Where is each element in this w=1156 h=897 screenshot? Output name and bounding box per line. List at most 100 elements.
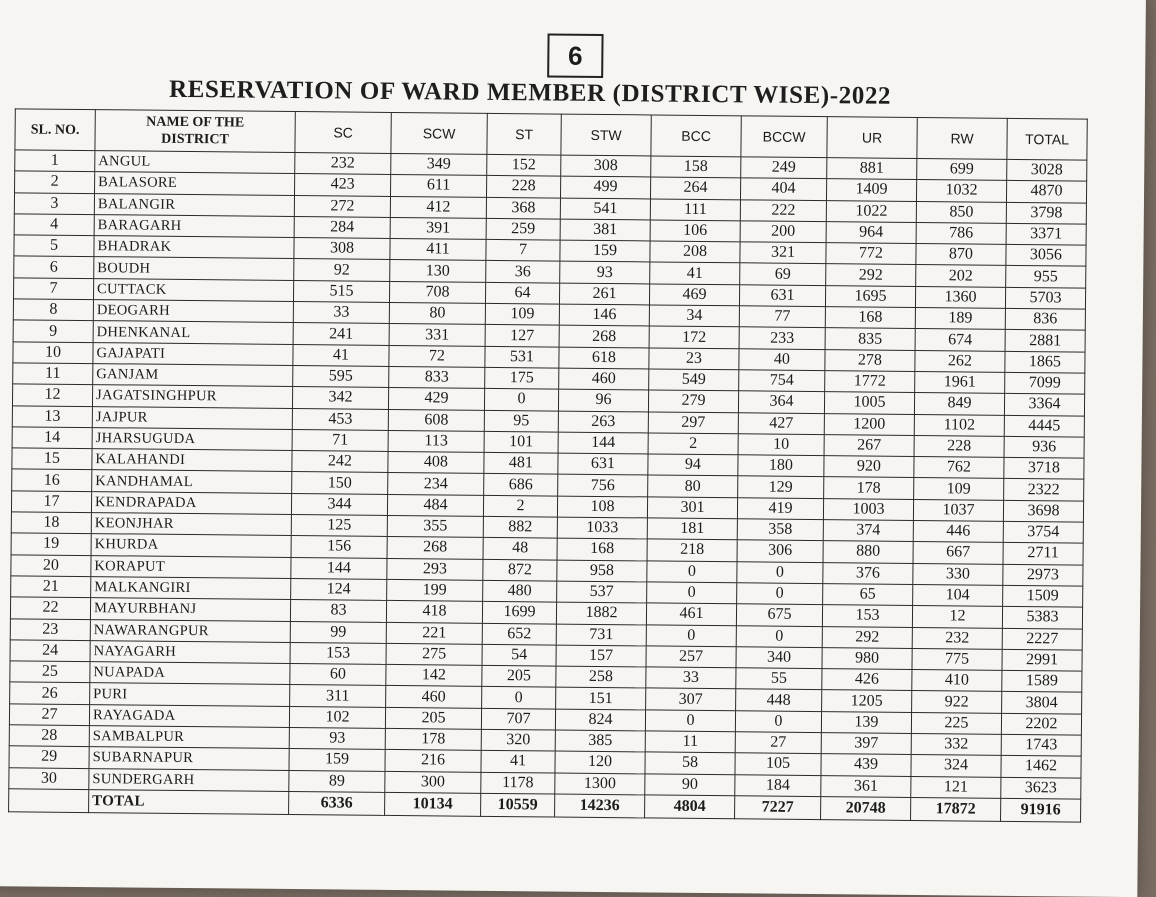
page-title: RESERVATION OF WARD MEMBER (DISTRICT WIS…	[168, 75, 892, 110]
cell-sc: 241	[293, 322, 390, 346]
cell-sc: 60	[289, 663, 387, 686]
cell-bcc: 0	[646, 624, 737, 647]
cell-st: 0	[481, 686, 556, 709]
cell-stw: 824	[555, 708, 646, 731]
cell-rw: 922	[911, 690, 1002, 714]
cell-total: 4445	[1004, 414, 1085, 437]
cell-total: 2711	[1002, 542, 1084, 565]
cell-st: 368	[486, 196, 561, 219]
cell-rw: 202	[915, 264, 1006, 288]
cell-bcc: 172	[649, 326, 740, 349]
cell-bcc: 469	[649, 283, 740, 306]
cell-st: 7	[485, 239, 561, 262]
cell-stw: 537	[556, 581, 647, 604]
cell-scw: 412	[390, 196, 487, 219]
cell-bcc: 279	[648, 390, 739, 413]
cell-rw: 109	[913, 477, 1004, 501]
cell-total: 5383	[1002, 606, 1083, 629]
cell-sl-no: 18	[11, 511, 92, 534]
cell-total: 1462	[1000, 755, 1082, 778]
cell-sl-no: 4	[14, 213, 95, 236]
cell-bcc: 41	[649, 262, 740, 285]
cell-bcc: 218	[647, 539, 738, 562]
cell-sc: 125	[291, 514, 388, 537]
cell-sl-no: 23	[10, 618, 91, 641]
cell-sc: 41	[292, 344, 390, 367]
cell-rw: 850	[916, 201, 1007, 224]
cell-stw: 258	[555, 666, 646, 689]
cell-scw: 216	[384, 749, 482, 772]
cell-bcc: 80	[647, 475, 738, 498]
cell-stw: 381	[560, 218, 651, 242]
cell-sc: 33	[293, 301, 390, 324]
cell-sc: 242	[291, 450, 389, 473]
cell-bccw: 222	[740, 199, 827, 222]
cell-bcc: 111	[650, 198, 741, 221]
cell-st: 882	[483, 516, 558, 539]
cell-sl-no: 28	[9, 724, 90, 747]
cell-sl-no: 8	[13, 298, 94, 321]
cell-total: 3364	[1004, 393, 1085, 416]
cell-ur: 964	[826, 221, 917, 244]
cell-sc: 83	[290, 599, 387, 622]
cell-bccw: 358	[737, 518, 824, 541]
cell-district: MALKANGIRI	[90, 576, 291, 600]
cell-sc: 144	[290, 557, 388, 580]
cell-sc: 232	[294, 152, 391, 175]
cell-sc: 342	[292, 386, 389, 410]
cell-district: DHENKANAL	[93, 320, 294, 345]
cell-ur: 1205	[821, 690, 912, 713]
cell-bccw: 675	[736, 604, 823, 627]
cell-bcc: 0	[645, 709, 736, 732]
cell-sc: 515	[293, 280, 390, 303]
cell-district: DEOGARH	[93, 299, 294, 323]
cell-scw: 408	[387, 451, 485, 474]
cell-total: 3798	[1006, 201, 1087, 225]
cell-scw: 411	[389, 238, 487, 261]
cell-stw: 1882	[556, 602, 647, 625]
cell-ur: 278	[824, 349, 916, 372]
cell-district: KORAPUT	[90, 555, 292, 579]
total-cell-scw: 10134	[384, 792, 481, 817]
cell-scw: 275	[386, 643, 483, 666]
cell-total: 2202	[1001, 713, 1082, 736]
cell-sl-no: 30	[8, 767, 89, 790]
total-cell-ur: 20748	[820, 796, 911, 821]
cell-total: 3698	[1003, 500, 1084, 523]
cell-bcc: 2	[648, 432, 739, 455]
cell-st: 652	[482, 622, 557, 645]
cell-stw: 93	[559, 261, 650, 284]
cell-sc: 272	[294, 195, 391, 218]
cell-scw: 113	[388, 430, 485, 453]
cell-bccw: 27	[735, 731, 822, 754]
cell-sl-no: 6	[13, 256, 94, 279]
cell-scw: 331	[389, 323, 486, 347]
cell-scw: 80	[389, 302, 486, 325]
cell-total: 2973	[1002, 563, 1083, 587]
cell-scw: 608	[388, 409, 485, 432]
cell-rw: 667	[913, 541, 1004, 564]
cell-stw: 1300	[554, 772, 645, 795]
cell-district: RAYAGADA	[89, 704, 290, 728]
cell-bcc: 11	[645, 730, 736, 754]
column-header-bcc: BCC	[650, 114, 742, 157]
cell-bccw: 200	[740, 220, 827, 243]
cell-sc: 423	[294, 173, 391, 197]
column-header-sl-no: SL. NO.	[14, 108, 96, 151]
cell-sc: 308	[293, 237, 391, 260]
cell-bcc: 23	[648, 347, 740, 370]
cell-st: 101	[484, 431, 559, 454]
cell-st: 1699	[482, 601, 557, 624]
cell-stw: 631	[557, 453, 649, 476]
cell-sc: 71	[292, 429, 389, 452]
cell-bcc: 549	[648, 368, 739, 392]
cell-bccw: 184	[734, 774, 821, 797]
cell-district: NUAPADA	[89, 661, 291, 685]
cell-district: NAWARANGPUR	[90, 619, 291, 643]
cell-st: 109	[485, 303, 560, 326]
cell-bcc: 158	[650, 155, 741, 179]
cell-rw: 189	[915, 307, 1006, 330]
cell-bccw: 129	[737, 476, 824, 499]
cell-district: GANJAM	[92, 363, 293, 387]
